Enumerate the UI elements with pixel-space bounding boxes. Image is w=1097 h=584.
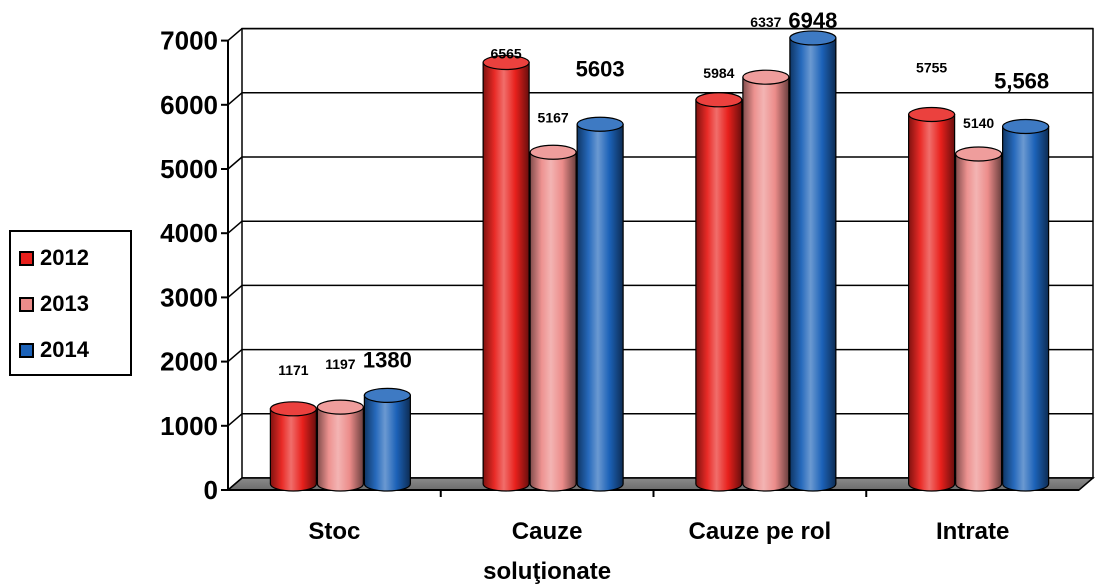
gridline-side	[227, 92, 243, 106]
gridline-side	[227, 413, 243, 427]
data-label: 5167	[538, 109, 569, 125]
gridline-side	[227, 349, 243, 363]
bar-2014-body	[1002, 125, 1050, 492]
bar-2012-body	[908, 113, 956, 492]
legend-swatch-2013	[19, 296, 34, 312]
x-tick-label: Intrate	[936, 518, 1009, 545]
bars	[269, 30, 1050, 492]
data-label: 1380	[363, 347, 412, 372]
legend: 2012 2013 2014	[9, 230, 132, 376]
bar-2014-top	[576, 116, 624, 132]
bar-2013-body	[316, 406, 364, 492]
x-tick-label: Cauze	[512, 518, 583, 545]
legend-item-2013: 2013	[19, 284, 89, 324]
bar-2013-body	[529, 151, 577, 492]
data-label: 5603	[576, 56, 625, 81]
y-tick-label: 0	[204, 475, 218, 505]
y-tick-label: 5000	[160, 154, 218, 184]
legend-label-2013: 2013	[40, 291, 89, 316]
data-label: 6565	[491, 46, 522, 62]
gridline-side	[227, 28, 243, 42]
bar-2014-body	[576, 123, 624, 492]
bar-2012-top	[908, 106, 956, 123]
legend-item-2012: 2012	[19, 238, 89, 278]
data-label: 5984	[703, 65, 734, 81]
legend-label-2014: 2014	[40, 337, 89, 362]
y-tick-label: 4000	[160, 218, 218, 248]
bar-2013-top	[316, 399, 364, 415]
y-tick-label: 1000	[160, 411, 218, 441]
bar-2012-body	[269, 408, 317, 492]
x-tick-label: Cauze pe rol	[689, 518, 832, 545]
legend-swatch-2014	[19, 342, 34, 358]
bar-2013-top	[955, 146, 1003, 162]
y-tick-label: 7000	[160, 26, 218, 56]
bar-2012-top	[695, 92, 743, 108]
data-label: 5140	[963, 115, 994, 131]
data-label: 5755	[916, 60, 947, 76]
x-tick-label: soluţionate	[483, 558, 611, 584]
bar-2014-body	[789, 37, 837, 492]
y-tick-label: 6000	[160, 90, 218, 120]
data-label: 1197	[325, 356, 356, 372]
y-tick-label: 2000	[160, 347, 218, 377]
bar-2013-body	[742, 76, 790, 492]
gridline-side	[227, 284, 243, 298]
bar-2013-top	[742, 69, 790, 85]
legend-label-2012: 2012	[40, 245, 89, 270]
bar-2012-top	[269, 401, 317, 417]
y-tick-label: 3000	[160, 282, 218, 312]
bar-2013-body	[955, 153, 1003, 492]
x-tick-label: Stoc	[308, 518, 360, 545]
data-label: 1171	[278, 362, 309, 378]
gridline-side	[227, 220, 243, 234]
data-label: 5,568	[994, 69, 1049, 94]
bar-2012-body	[695, 99, 743, 492]
gridline-side	[227, 156, 243, 170]
data-label: 6337	[750, 14, 781, 30]
bar-2014-top	[1002, 118, 1050, 135]
data-labels: 1171 6565 5984 5755 1197 5167 6337 5140 1380 5603…	[278, 8, 1049, 378]
legend-swatch-2012	[19, 250, 34, 266]
bar-2014-top	[789, 30, 837, 46]
bar-2012-body	[482, 61, 530, 492]
legend-item-2014: 2014	[19, 330, 89, 370]
bar-2014-body	[363, 394, 411, 492]
axes: 0 1000 2000 3000 4000 5000 6000 7000 Stoc Cauze so…	[160, 26, 1096, 584]
bar-2014-top	[363, 387, 411, 404]
bar-2013-top	[529, 144, 577, 160]
data-label: 6948	[788, 8, 837, 33]
bar-2012-top	[482, 54, 530, 71]
